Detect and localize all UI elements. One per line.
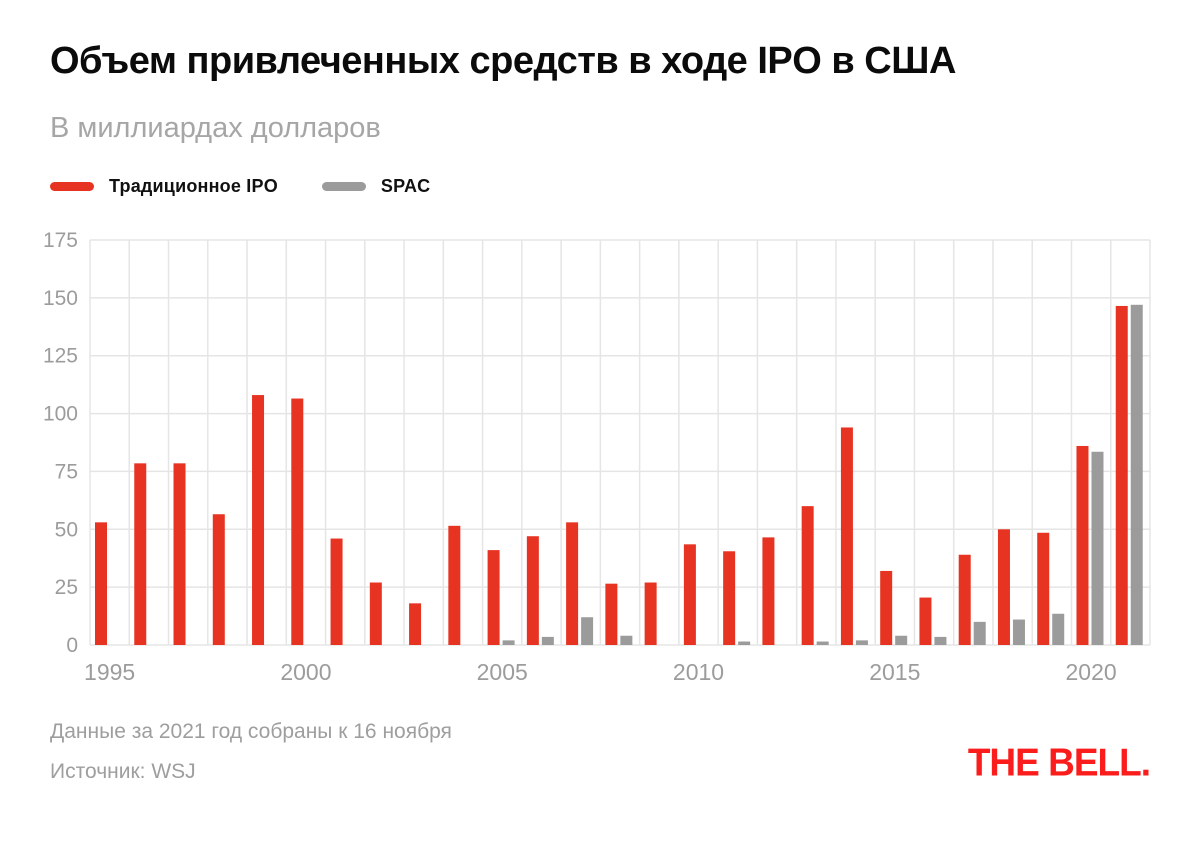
bar-traditional-ipo-1995 <box>95 522 107 645</box>
bar-spac-2021 <box>1130 304 1143 645</box>
legend-item-spac: SPAC <box>321 176 431 197</box>
y-tick-label-175: 175 <box>43 229 78 252</box>
x-tick-label-2005: 2005 <box>477 659 528 685</box>
bar-traditional-ipo-2009 <box>644 582 657 645</box>
bar-traditional-ipo-2018 <box>997 529 1010 645</box>
bar-traditional-ipo-1997 <box>173 463 186 645</box>
bar-traditional-ipo-2000 <box>291 398 304 645</box>
bar-traditional-ipo-2015 <box>880 570 893 645</box>
y-tick-label-150: 150 <box>43 287 78 310</box>
bar-traditional-ipo-2011 <box>723 551 736 645</box>
bar-spac-2019 <box>1052 613 1065 645</box>
legend-marker-traditional-ipo-icon <box>50 182 94 191</box>
y-tick-label-25: 25 <box>55 576 78 599</box>
bar-spac-2017 <box>973 621 986 645</box>
bar-spac-2018 <box>1012 619 1025 645</box>
x-tick-label-2015: 2015 <box>869 659 920 685</box>
bar-traditional-ipo-2020 <box>1076 445 1089 645</box>
bar-traditional-ipo-2012 <box>762 537 775 645</box>
bar-traditional-ipo-2004 <box>448 525 461 645</box>
bar-traditional-ipo-2017 <box>958 554 971 645</box>
bar-traditional-ipo-1998 <box>212 514 225 645</box>
y-tick-label-100: 100 <box>43 403 78 426</box>
legend-label-spac: SPAC <box>380 176 431 196</box>
bar-traditional-ipo-2021 <box>1115 305 1128 645</box>
bar-traditional-ipo-1999 <box>252 395 265 645</box>
bar-traditional-ipo-2005 <box>487 550 500 645</box>
bar-traditional-ipo-2003 <box>409 603 422 645</box>
the-bell-logo: THE BELL. <box>967 740 1151 784</box>
bar-spac-2011 <box>738 641 751 645</box>
bar-traditional-ipo-2008 <box>605 583 618 645</box>
legend-item-traditional-ipo: Традиционное IPO <box>50 176 278 197</box>
bar-spac-2005 <box>502 640 515 645</box>
bar-spac-2013 <box>816 641 829 645</box>
bar-traditional-ipo-2007 <box>566 522 579 645</box>
bar-traditional-ipo-2006 <box>526 536 539 645</box>
y-tick-label-125: 125 <box>43 345 78 368</box>
bar-traditional-ipo-2014 <box>840 427 853 645</box>
bar-traditional-ipo-1996 <box>134 463 147 645</box>
x-tick-label-2020: 2020 <box>1066 659 1117 685</box>
bar-traditional-ipo-2019 <box>1037 532 1050 645</box>
bar-spac-2015 <box>895 635 908 645</box>
page-title: Объем привлеченных средств в ходе IPO в … <box>50 40 956 82</box>
y-tick-label-0: 0 <box>66 634 78 657</box>
bar-spac-2020 <box>1091 451 1104 645</box>
footer-source: Источник: WSJ <box>50 760 196 783</box>
x-tick-label-2010: 2010 <box>673 659 724 685</box>
bar-traditional-ipo-2010 <box>683 544 696 645</box>
bar-traditional-ipo-2013 <box>801 506 814 645</box>
bar-spac-2007 <box>581 617 594 645</box>
chart-legend: Традиционное IPO SPAC <box>50 176 430 197</box>
bar-spac-2006 <box>541 636 554 645</box>
bar-traditional-ipo-2016 <box>919 597 932 645</box>
bar-spac-2008 <box>620 635 633 645</box>
bar-chart-canvas: 0 25 50 75 100 125 150 175 1995 2000 2005 2010 2015 2… <box>43 229 1151 685</box>
footer-note: Данные за 2021 год собраны к 16 ноября <box>50 720 452 743</box>
legend-marker-spac-icon <box>321 182 366 191</box>
legend-label-traditional-ipo: Традиционное IPO <box>109 176 278 196</box>
y-tick-label-50: 50 <box>55 518 78 541</box>
bar-chart: 0 25 50 75 100 125 150 175 1995 2000 2005 2010 2015 2… <box>0 228 1200 698</box>
bar-spac-2016 <box>934 636 947 645</box>
bar-traditional-ipo-2001 <box>330 538 343 645</box>
x-tick-label-2000: 2000 <box>280 659 331 685</box>
bar-spac-2014 <box>855 640 868 645</box>
bar-traditional-ipo-2002 <box>369 582 382 645</box>
x-tick-label-1995: 1995 <box>84 659 135 685</box>
y-tick-label-75: 75 <box>55 460 78 483</box>
chart-subtitle: В миллиардах долларов <box>50 112 381 144</box>
